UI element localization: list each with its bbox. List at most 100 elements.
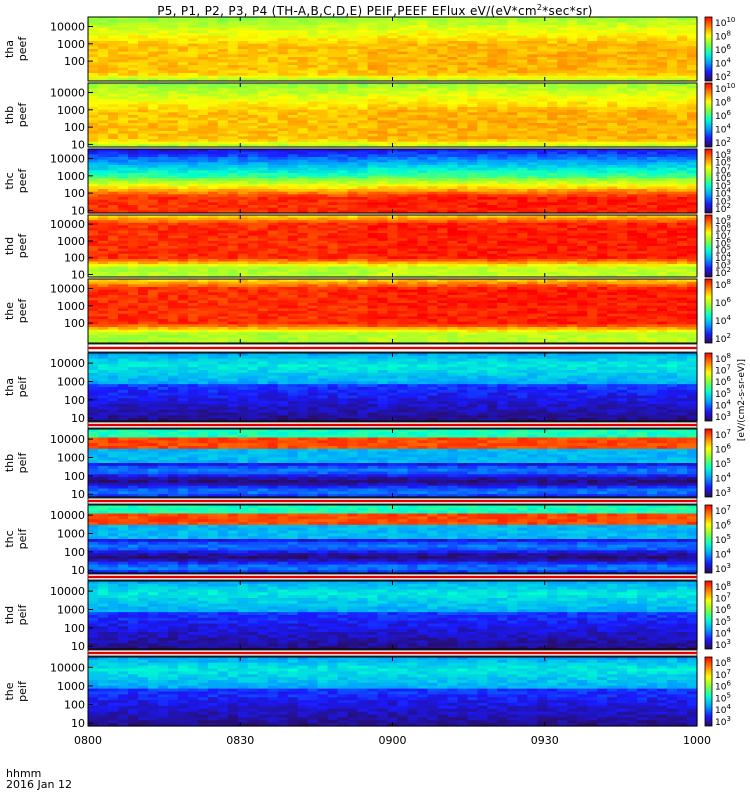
- y-tick-label: 100: [64, 394, 85, 407]
- probe-label: thc: [3, 172, 16, 189]
- y-tick-label: 10000: [50, 585, 85, 598]
- colorbar: [704, 580, 713, 650]
- y-tick-label: 1000: [57, 104, 85, 117]
- y-tick-label: 10000: [50, 661, 85, 674]
- date-label: 2016 Jan 12: [6, 778, 72, 791]
- probe-label: the: [3, 302, 16, 320]
- colorbar: [704, 352, 713, 422]
- colorbar-tick-label: 1010: [715, 16, 735, 29]
- colorbar-tick-label: 107: [715, 504, 731, 517]
- y-tick-label: 10000: [50, 218, 85, 231]
- colorbar-tick-label: 104: [715, 57, 731, 70]
- colorbar-tick-label: 106: [715, 43, 731, 56]
- y-tick-label: 100: [64, 622, 85, 635]
- y-tick-label: 10: [71, 204, 85, 217]
- species-label: peif: [16, 452, 29, 474]
- colorbar-tick-label: 104: [715, 314, 731, 327]
- colorbar-tick-label: 108: [715, 96, 731, 109]
- probe-label: tha: [3, 40, 16, 58]
- y-tick-label: 10000: [50, 283, 85, 296]
- colorbar-tick-label: 103: [715, 486, 731, 499]
- y-tick-label: 10: [71, 564, 85, 577]
- colorbar: [704, 82, 713, 148]
- x-tick-label: 0930: [531, 734, 559, 747]
- y-tick-label: 10: [71, 488, 85, 501]
- x-axis-label: hhmm: [6, 767, 42, 780]
- probe-label: thb: [3, 106, 16, 124]
- colorbar: [704, 504, 713, 574]
- colorbar: [704, 656, 713, 727]
- x-tick-label: 0800: [74, 734, 102, 747]
- y-tick-label: 100: [64, 252, 85, 265]
- title-prefix: P5, P1, P2, P3, P4 (TH-A,B,C,D,E) PEIF,P…: [157, 4, 537, 18]
- species-label: peif: [16, 528, 29, 550]
- y-tick-label: 1000: [57, 603, 85, 616]
- y-tick-label: 100: [64, 470, 85, 483]
- colorbar-tick-label: 103: [715, 638, 731, 651]
- y-tick-label: 10: [71, 640, 85, 653]
- probe-label: thd: [3, 606, 16, 624]
- y-tick-label: 100: [64, 187, 85, 200]
- y-tick-label: 10: [71, 717, 85, 730]
- colorbar-tick-label: 106: [715, 296, 731, 309]
- y-tick-label: 10000: [50, 433, 85, 446]
- probe-label: thd: [3, 237, 16, 255]
- separator-stripe: [88, 651, 697, 655]
- y-tick-label: 1000: [57, 235, 85, 248]
- x-tick-label: 0830: [226, 734, 254, 747]
- colorbar-tick-label: 103: [715, 410, 731, 423]
- y-tick-label: 1000: [57, 38, 85, 51]
- y-tick-label: 10000: [50, 357, 85, 370]
- probe-label: thb: [3, 454, 16, 472]
- colorbar-tick-label: 108: [715, 278, 731, 291]
- separator-stripe: [88, 423, 697, 427]
- y-tick-label: 100: [64, 317, 85, 330]
- y-tick-label: 10: [71, 138, 85, 151]
- species-label: peef: [16, 168, 29, 194]
- colorbar: [704, 214, 713, 278]
- species-label: peef: [16, 298, 29, 324]
- y-tick-label: 1000: [57, 375, 85, 388]
- title-superscript: 2: [536, 3, 543, 12]
- separator-stripe: [88, 575, 697, 579]
- y-tick-label: 100: [64, 699, 85, 712]
- probe-label: the: [3, 682, 16, 700]
- y-tick-label: 1000: [57, 300, 85, 313]
- x-tick-label: 0900: [379, 734, 407, 747]
- colorbar-tick-label: 103: [715, 562, 731, 575]
- colorbar-tick-label: 106: [715, 109, 731, 122]
- y-tick-label: 1000: [57, 527, 85, 540]
- y-tick-label: 1000: [57, 680, 85, 693]
- y-tick-label: 100: [64, 55, 85, 68]
- y-tick-label: 10000: [50, 509, 85, 522]
- y-tick-label: 10: [71, 268, 85, 281]
- colorbar: [704, 278, 713, 344]
- colorbar: [704, 148, 713, 214]
- y-tick-label: 100: [64, 546, 85, 559]
- species-label: peef: [16, 36, 29, 62]
- species-label: peif: [16, 680, 29, 702]
- panel-the-peef: 10000 1000 100 the peef 108 106 104 102: [3, 278, 731, 345]
- probe-label: thc: [3, 530, 16, 547]
- colorbar-unit-label: [eV/(cm2-s-sr-eV)]: [737, 359, 747, 441]
- colorbar-tick-label: 105: [715, 533, 731, 546]
- colorbar-tick-label: 104: [715, 123, 731, 136]
- chart-title: P5, P1, P2, P3, P4 (TH-A,B,C,D,E) PEIF,P…: [0, 3, 750, 18]
- y-tick-label: 10000: [50, 21, 85, 34]
- y-tick-label: 10000: [50, 153, 85, 166]
- species-label: peif: [16, 604, 29, 626]
- colorbar-tick-label: 103: [715, 715, 731, 728]
- separator-stripe: [88, 346, 697, 350]
- x-tick-label: 1000: [683, 734, 711, 747]
- colorbar-tick-label: 104: [715, 472, 731, 485]
